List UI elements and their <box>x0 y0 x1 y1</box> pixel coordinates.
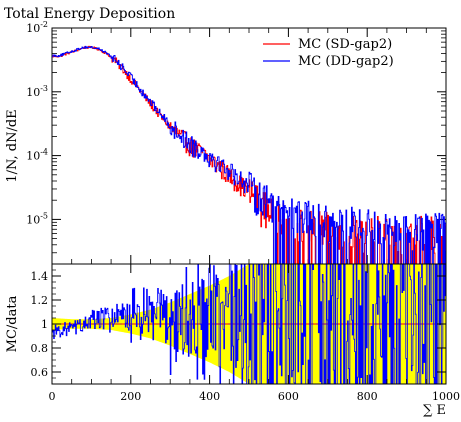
x-tick-label: 600 <box>278 390 299 403</box>
main-y-ticks: 10-2 10-3 10-4 10-5 <box>26 20 447 265</box>
x-tick-label: 1000 <box>432 390 460 403</box>
ratio-y-tick-label: 0.6 <box>31 366 49 379</box>
main-y-axis-label: 1/N, dN/dE <box>5 109 20 182</box>
main-y-tick-label: 10-4 <box>26 148 48 163</box>
main-y-tick-label: 10-3 <box>26 84 48 99</box>
x-tick-label: 800 <box>357 390 378 403</box>
legend: MC (SD-gap2) MC (DD-gap2) <box>263 37 394 69</box>
ratio-y-axis-label: MC/data <box>5 295 20 352</box>
main-series-group <box>52 45 446 265</box>
x-tick-label: 400 <box>199 390 220 403</box>
x-axis-label: ∑ E <box>423 403 446 418</box>
x-axis-ticks: 0 200 400 600 800 1000 <box>49 264 460 403</box>
x-tick-label: 200 <box>120 390 141 403</box>
ratio-y-tick-label: 0.8 <box>31 342 49 355</box>
main-y-tick-label: 10-2 <box>26 20 48 35</box>
ratio-panel: 0.6 0.8 1 1.2 1.4 0 200 400 600 800 1000 <box>31 263 460 403</box>
main-series-line-1 <box>52 45 446 265</box>
ratio-y-tick-label: 1.4 <box>31 270 49 283</box>
main-y-tick-label: 10-5 <box>26 211 48 226</box>
ratio-y-ticks: 0.6 0.8 1 1.2 1.4 <box>31 269 446 379</box>
ratio-y-tick-label: 1.2 <box>31 294 49 307</box>
x-tick-label: 0 <box>49 390 56 403</box>
ratio-y-tick-label: 1 <box>41 318 48 331</box>
chart-title: Total Energy Deposition <box>4 6 175 22</box>
legend-label-sd: MC (SD-gap2) <box>298 37 392 52</box>
legend-label-dd: MC (DD-gap2) <box>298 54 394 69</box>
